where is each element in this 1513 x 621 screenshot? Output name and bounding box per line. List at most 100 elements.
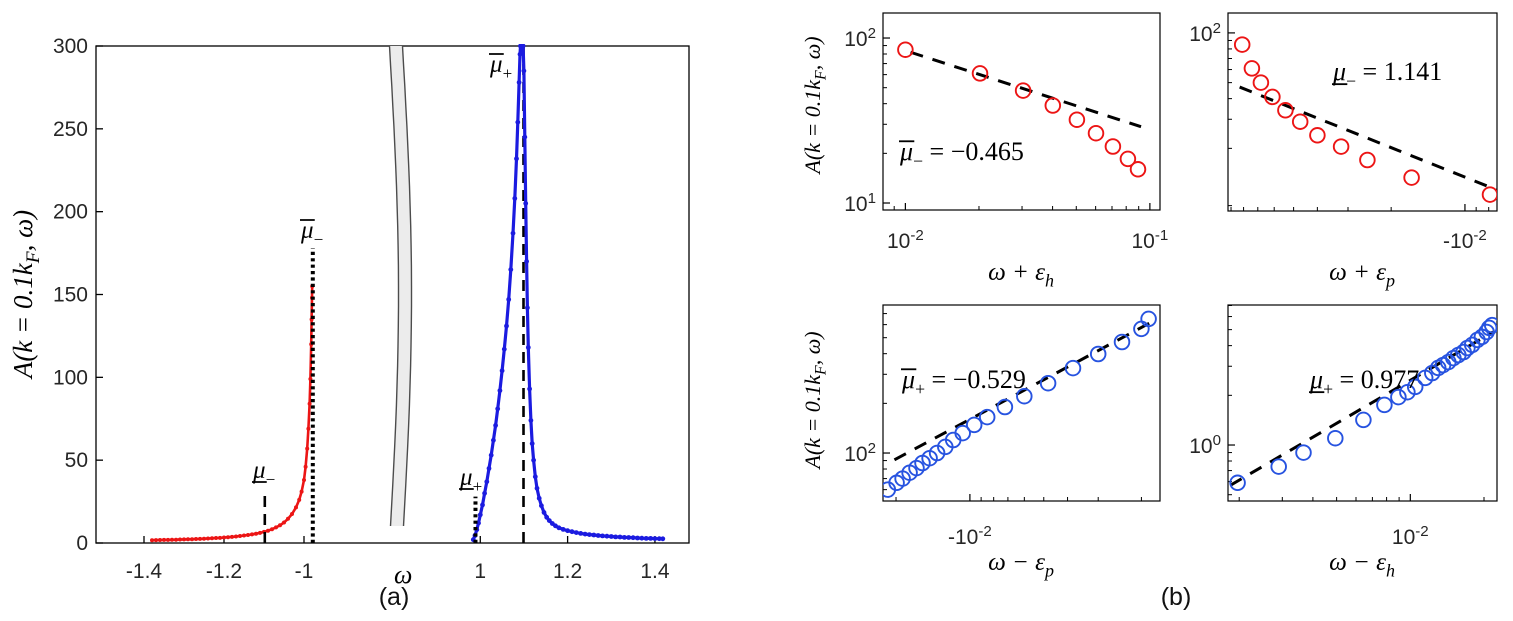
marker [525, 305, 530, 311]
y-tick-label: 200 [53, 201, 88, 224]
marker [218, 535, 222, 540]
marker [971, 65, 989, 82]
marker [1129, 161, 1147, 178]
marker [536, 495, 542, 501]
marker [198, 536, 202, 541]
exponent-annotation: μ− = −0.465 [899, 137, 1024, 171]
marker [222, 535, 226, 540]
data-layer [1229, 316, 1497, 492]
marker [582, 531, 588, 537]
panel-b-label: (b) [1160, 583, 1192, 611]
x-axis-label: ω + εh [988, 259, 1054, 290]
marker [307, 401, 312, 406]
y-tick-label: 150 [53, 284, 88, 307]
curves-a [150, 44, 666, 543]
marker [254, 531, 258, 536]
marker [595, 533, 601, 538]
marker [1270, 458, 1287, 475]
marker [539, 503, 544, 509]
marker [158, 538, 162, 542]
marker [150, 538, 154, 543]
marker [587, 532, 592, 537]
marker [504, 323, 509, 329]
marker [617, 534, 623, 540]
panel-a-label: (a) [378, 583, 410, 611]
marker [303, 464, 308, 469]
marker [954, 424, 971, 442]
marker [1291, 113, 1309, 130]
marker [270, 527, 274, 532]
marker [1233, 36, 1251, 53]
marker [613, 534, 618, 540]
marker [573, 530, 579, 535]
marker [528, 418, 534, 423]
panel-b-bottom-left: -10-2 102 ω − εp A(k = 0.1kF, ω) μ+ = −0.529 [800, 304, 1161, 580]
fit-dashed-line [910, 50, 1142, 129]
plot-box [882, 12, 1161, 211]
marker [1424, 364, 1441, 382]
marker [286, 516, 290, 521]
x-tick-label: 10-2 [1392, 523, 1429, 549]
exponent-annotation: μ+ = 0.977 [1309, 365, 1419, 399]
marker [1140, 310, 1157, 328]
marker [1252, 74, 1270, 91]
marker [1243, 60, 1261, 77]
x-tick-label: -10-2 [1443, 227, 1487, 253]
marker [1463, 336, 1481, 354]
marker [1064, 359, 1082, 377]
marker [1480, 319, 1497, 337]
marker [306, 426, 311, 431]
marker [202, 536, 206, 541]
marker [278, 523, 282, 528]
panel-b-top-right: -10-2 102 ω + εp μ− = 1.141 [1189, 12, 1498, 290]
marker [299, 489, 304, 494]
guide-label-mu-bar-plus: μ+ [489, 51, 512, 83]
marker [630, 535, 636, 541]
marker [510, 230, 516, 236]
guide-label-mu-bar-minus: μ− [300, 217, 323, 249]
marker [1229, 474, 1246, 492]
marker [978, 408, 996, 426]
marker [250, 532, 254, 537]
marker [639, 535, 645, 541]
data-layer [1233, 36, 1497, 203]
marker [194, 537, 198, 541]
x-axis-label: ω + εp [1329, 259, 1395, 290]
marker [1359, 151, 1376, 169]
marker [1327, 429, 1344, 447]
marker [965, 416, 983, 434]
marker [1068, 111, 1086, 128]
marker [514, 156, 519, 162]
marker [477, 512, 483, 518]
x-tick-label: -1 [295, 560, 314, 583]
y-tick-label: 300 [53, 35, 88, 58]
y-tick-label: 250 [53, 118, 88, 141]
marker [648, 536, 653, 541]
marker [186, 537, 190, 542]
marker [1295, 444, 1312, 461]
marker [501, 346, 507, 352]
marker [246, 533, 250, 537]
y-axis-label: A(k = 0.1kF, ω) [800, 36, 830, 175]
marker [928, 444, 946, 462]
axis-break-band [389, 46, 412, 526]
marker [546, 518, 552, 523]
y-tick-label: 101 [844, 190, 876, 216]
marker [525, 345, 531, 350]
marker [258, 530, 262, 535]
marker [1087, 124, 1105, 142]
marker [1390, 388, 1407, 406]
marker [524, 259, 529, 264]
x-tick-label: -1.4 [126, 560, 163, 583]
marker [897, 41, 914, 58]
marker [506, 297, 512, 302]
marker [174, 537, 178, 542]
marker [274, 525, 278, 530]
marker [652, 536, 658, 541]
marker [600, 533, 605, 539]
marker [508, 267, 514, 272]
marker [290, 512, 294, 516]
marker [608, 534, 614, 539]
marker [996, 398, 1014, 416]
